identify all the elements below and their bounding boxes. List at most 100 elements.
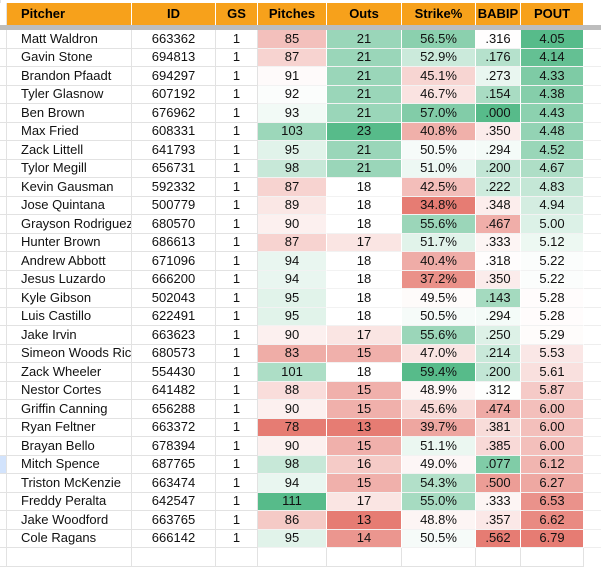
cell-pout[interactable]: 4.94 xyxy=(521,196,584,215)
cell-pitches[interactable]: 92 xyxy=(258,85,327,104)
row-header-marker[interactable] xyxy=(0,381,7,400)
cell-id[interactable]: 680573 xyxy=(132,344,216,363)
row-header-marker[interactable] xyxy=(0,141,7,160)
cell-pitcher[interactable]: Zack Littell xyxy=(7,141,132,160)
empty-cell[interactable] xyxy=(402,548,476,567)
cell-strike[interactable]: 42.5% xyxy=(402,178,476,197)
cell-strike[interactable]: 37.2% xyxy=(402,270,476,289)
row-header-marker[interactable] xyxy=(0,252,7,271)
cell-gs[interactable]: 1 xyxy=(216,529,258,548)
cell-gs[interactable]: 1 xyxy=(216,381,258,400)
cell-babip[interactable]: .350 xyxy=(476,122,521,141)
empty-cell[interactable] xyxy=(327,548,402,567)
cell-pitcher[interactable]: Triston McKenzie xyxy=(7,474,132,493)
cell-pitcher[interactable]: Gavin Stone xyxy=(7,48,132,67)
cell-strike[interactable]: 39.7% xyxy=(402,418,476,437)
cell-id[interactable]: 641793 xyxy=(132,141,216,160)
cell-pitches[interactable]: 87 xyxy=(258,178,327,197)
cell-babip[interactable]: .214 xyxy=(476,344,521,363)
cell-strike[interactable]: 45.6% xyxy=(402,400,476,419)
cell-gs[interactable]: 1 xyxy=(216,85,258,104)
cell-pout[interactable]: 4.48 xyxy=(521,122,584,141)
cell-pitches[interactable]: 94 xyxy=(258,474,327,493)
cell-gs[interactable]: 1 xyxy=(216,48,258,67)
cell-gs[interactable]: 1 xyxy=(216,474,258,493)
cell-pitcher[interactable]: Max Fried xyxy=(7,122,132,141)
cell-gs[interactable]: 1 xyxy=(216,270,258,289)
cell-pitches[interactable]: 91 xyxy=(258,67,327,86)
row-header-marker[interactable] xyxy=(0,122,7,141)
cell-outs[interactable]: 15 xyxy=(327,381,402,400)
cell-babip[interactable]: .077 xyxy=(476,455,521,474)
row-header-marker[interactable] xyxy=(0,159,7,178)
cell-babip[interactable]: .312 xyxy=(476,381,521,400)
cell-pitches[interactable]: 101 xyxy=(258,363,327,382)
cell-pitcher[interactable]: Jose Quintana xyxy=(7,196,132,215)
column-header-pitches[interactable]: Pitches xyxy=(258,3,327,25)
cell-pitches[interactable]: 88 xyxy=(258,381,327,400)
cell-id[interactable]: 656288 xyxy=(132,400,216,419)
cell-pitcher[interactable]: Andrew Abbott xyxy=(7,252,132,271)
cell-gs[interactable]: 1 xyxy=(216,307,258,326)
cell-id[interactable]: 663623 xyxy=(132,326,216,345)
cell-pitcher[interactable]: Nestor Cortes xyxy=(7,381,132,400)
cell-outs[interactable]: 15 xyxy=(327,400,402,419)
cell-id[interactable]: 642547 xyxy=(132,492,216,511)
cell-babip[interactable]: .385 xyxy=(476,437,521,456)
cell-pitcher[interactable]: Tyler Glasnow xyxy=(7,85,132,104)
cell-pout[interactable]: 4.33 xyxy=(521,67,584,86)
cell-babip[interactable]: .143 xyxy=(476,289,521,308)
cell-pitches[interactable]: 93 xyxy=(258,104,327,123)
cell-pitches[interactable]: 86 xyxy=(258,511,327,530)
cell-strike[interactable]: 51.0% xyxy=(402,159,476,178)
cell-outs[interactable]: 21 xyxy=(327,141,402,160)
cell-strike[interactable]: 49.0% xyxy=(402,455,476,474)
cell-outs[interactable]: 23 xyxy=(327,122,402,141)
cell-strike[interactable]: 49.5% xyxy=(402,289,476,308)
cell-strike[interactable]: 52.9% xyxy=(402,48,476,67)
cell-pitcher[interactable]: Matt Waldron xyxy=(7,30,132,49)
cell-outs[interactable]: 18 xyxy=(327,215,402,234)
cell-babip[interactable]: .500 xyxy=(476,474,521,493)
cell-id[interactable]: 687765 xyxy=(132,455,216,474)
cell-babip[interactable]: .333 xyxy=(476,492,521,511)
cell-outs[interactable]: 18 xyxy=(327,307,402,326)
cell-outs[interactable]: 17 xyxy=(327,233,402,252)
cell-gs[interactable]: 1 xyxy=(216,233,258,252)
column-header-pitcher[interactable]: Pitcher xyxy=(7,3,132,25)
cell-pitches[interactable]: 94 xyxy=(258,252,327,271)
cell-id[interactable]: 502043 xyxy=(132,289,216,308)
cell-babip[interactable]: .333 xyxy=(476,233,521,252)
cell-outs[interactable]: 17 xyxy=(327,326,402,345)
cell-babip[interactable]: .294 xyxy=(476,307,521,326)
cell-babip[interactable]: .467 xyxy=(476,215,521,234)
cell-outs[interactable]: 21 xyxy=(327,67,402,86)
cell-strike[interactable]: 59.4% xyxy=(402,363,476,382)
cell-babip[interactable]: .294 xyxy=(476,141,521,160)
cell-pout[interactable]: 5.87 xyxy=(521,381,584,400)
cell-gs[interactable]: 1 xyxy=(216,104,258,123)
cell-babip[interactable]: .316 xyxy=(476,30,521,49)
cell-strike[interactable]: 45.1% xyxy=(402,67,476,86)
cell-id[interactable]: 666200 xyxy=(132,270,216,289)
row-header-marker[interactable] xyxy=(0,178,7,197)
cell-pitcher[interactable]: Kyle Gibson xyxy=(7,289,132,308)
cell-outs[interactable]: 16 xyxy=(327,455,402,474)
row-header-marker[interactable] xyxy=(0,455,7,474)
cell-strike[interactable]: 55.6% xyxy=(402,215,476,234)
cell-pitches[interactable]: 111 xyxy=(258,492,327,511)
row-header-marker[interactable] xyxy=(0,437,7,456)
cell-gs[interactable]: 1 xyxy=(216,122,258,141)
cell-pitches[interactable]: 103 xyxy=(258,122,327,141)
cell-id[interactable]: 663765 xyxy=(132,511,216,530)
cell-pitcher[interactable]: Ben Brown xyxy=(7,104,132,123)
empty-cell[interactable] xyxy=(132,548,216,567)
cell-pitcher[interactable]: Jake Woodford xyxy=(7,511,132,530)
cell-id[interactable]: 663474 xyxy=(132,474,216,493)
cell-strike[interactable]: 40.8% xyxy=(402,122,476,141)
cell-pitches[interactable]: 98 xyxy=(258,159,327,178)
column-header-babip[interactable]: BABIP xyxy=(476,3,521,25)
cell-pitches[interactable]: 95 xyxy=(258,141,327,160)
cell-babip[interactable]: .222 xyxy=(476,178,521,197)
column-header-pout[interactable]: POUT xyxy=(521,3,584,25)
